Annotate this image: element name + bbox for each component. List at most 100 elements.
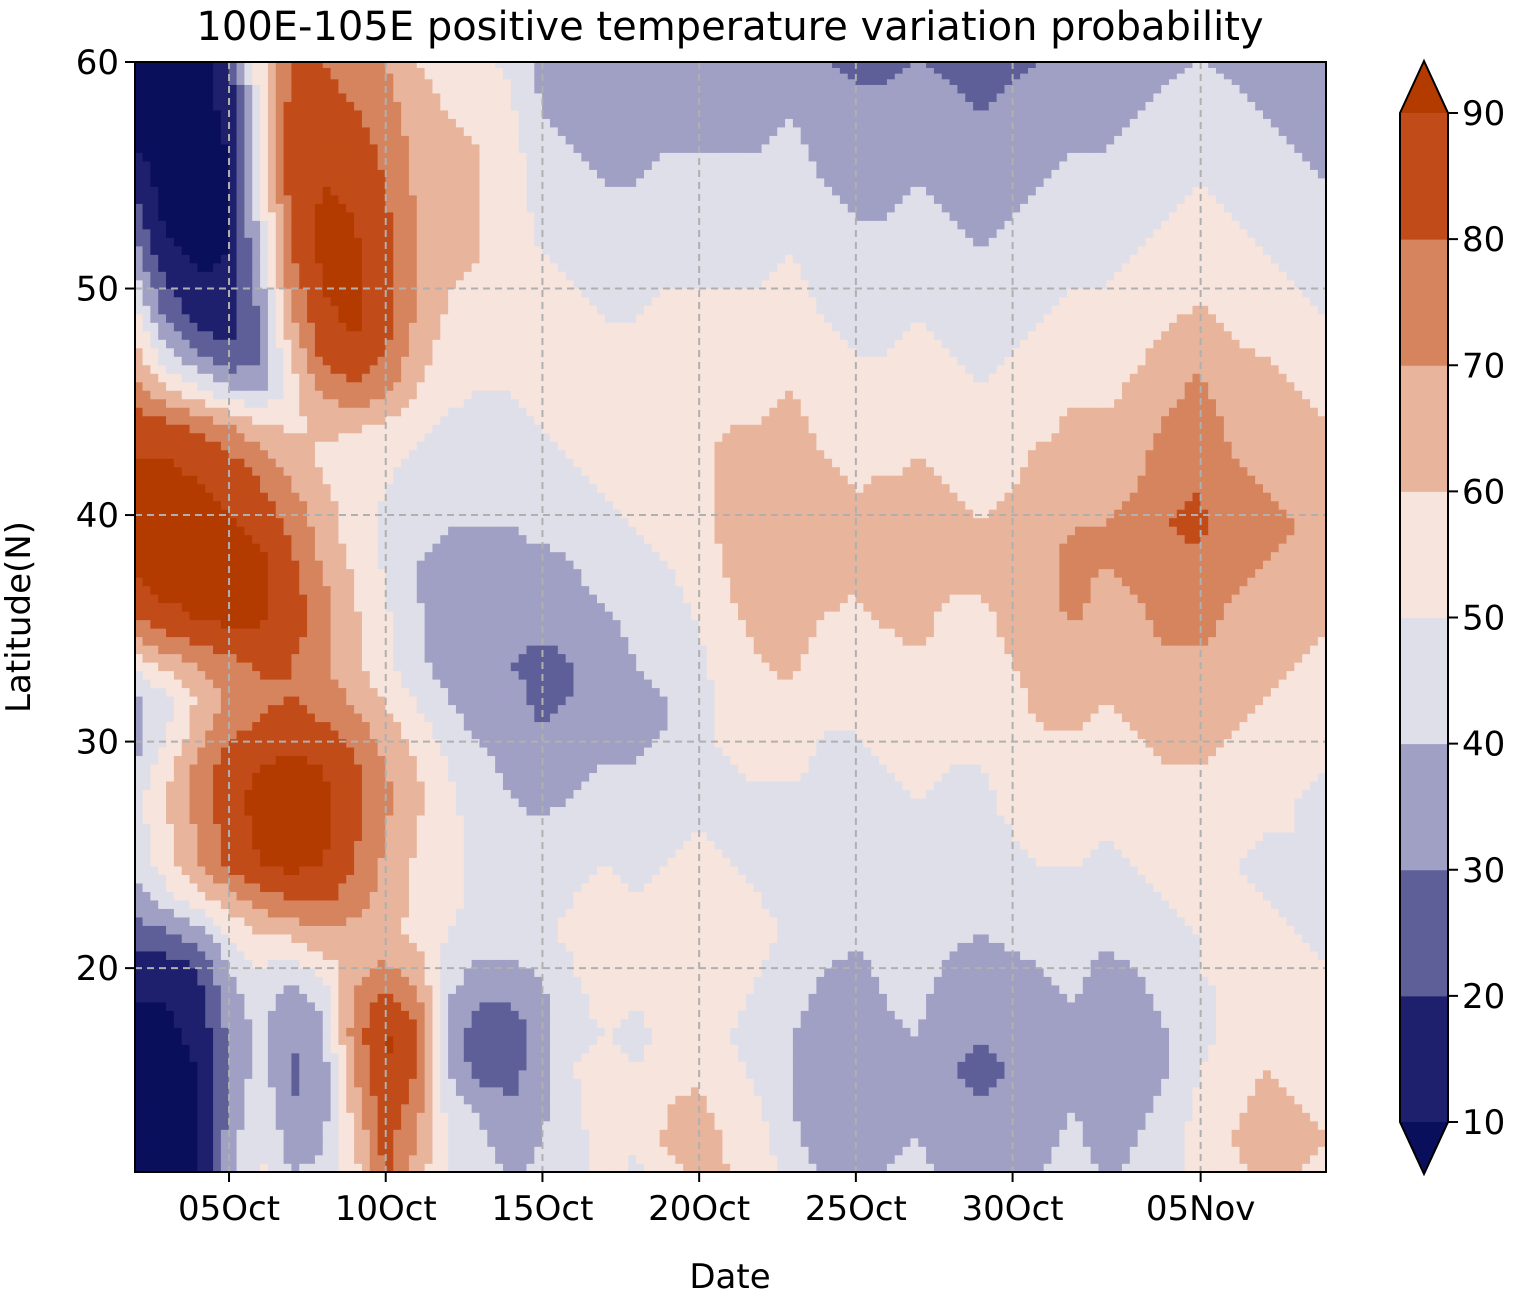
contour-cell — [809, 1095, 817, 1104]
contour-cell — [1153, 1104, 1161, 1113]
contour-cell — [1287, 1087, 1295, 1096]
contour-cell — [1122, 1061, 1130, 1070]
contour-cell — [197, 1163, 205, 1172]
contour-cell — [871, 1010, 879, 1019]
contour-cell — [526, 1121, 534, 1130]
contour-cell — [237, 900, 245, 909]
contour-cell — [573, 925, 581, 934]
contour-cell — [785, 1078, 793, 1087]
contour-cell — [1224, 1155, 1232, 1164]
contour-cell — [769, 1146, 777, 1155]
contour-cell — [1059, 1138, 1067, 1147]
contour-cell — [1075, 976, 1083, 985]
contour-cell — [448, 917, 456, 926]
contour-cell — [809, 976, 817, 985]
contour-cell — [252, 1146, 260, 1155]
contour-cell — [1302, 1087, 1310, 1096]
contour-cell — [613, 1163, 621, 1172]
contour-cell — [1036, 1002, 1044, 1011]
contour-cell — [652, 951, 660, 960]
contour-cell — [965, 985, 973, 994]
contour-cell — [284, 1163, 292, 1172]
contour-cell — [926, 934, 934, 943]
contour-cell — [1036, 976, 1044, 985]
contour-cell — [558, 934, 566, 943]
contour-cell — [715, 942, 723, 951]
contour-cell — [738, 1027, 746, 1036]
contour-cell — [636, 1095, 644, 1104]
contour-cell — [668, 1036, 676, 1045]
contour-cell — [840, 1070, 848, 1079]
contour-cell — [816, 925, 824, 934]
contour-cell — [754, 1027, 762, 1036]
contour-cell — [417, 1087, 425, 1096]
contour-cell — [1161, 1010, 1169, 1019]
contour-cell — [597, 1036, 605, 1045]
contour-cell — [346, 1070, 354, 1079]
contour-cell — [291, 908, 299, 917]
contour-cell — [456, 1138, 464, 1147]
contour-cell — [754, 1002, 762, 1011]
contour-cell — [769, 993, 777, 1002]
contour-cell — [409, 1095, 417, 1104]
contour-cell — [581, 900, 589, 909]
contour-cell — [683, 1044, 691, 1053]
contour-cell — [1122, 959, 1130, 968]
contour-cell — [158, 985, 166, 994]
contour-cell — [448, 1027, 456, 1036]
contour-cell — [323, 1078, 331, 1087]
contour-cell — [1114, 1129, 1122, 1138]
contour-cell — [166, 925, 174, 934]
contour-cell — [1255, 1061, 1263, 1070]
contour-cell — [1310, 1087, 1318, 1096]
contour-cell — [707, 976, 715, 985]
contour-cell — [338, 942, 346, 951]
contour-cell — [957, 1121, 965, 1130]
contour-cell — [166, 1070, 174, 1079]
contour-cell — [393, 1070, 401, 1079]
contour-cell — [605, 908, 613, 917]
contour-cell — [918, 1138, 926, 1147]
contour-cell — [503, 968, 511, 977]
contour-cell — [1255, 1070, 1263, 1079]
contour-cell — [683, 976, 691, 985]
contour-cell — [1224, 934, 1232, 943]
contour-cell — [1255, 942, 1263, 951]
contour-cell — [1271, 1146, 1279, 1155]
contour-cell — [715, 1078, 723, 1087]
contour-cell — [1020, 1044, 1028, 1053]
contour-cell — [472, 1121, 480, 1130]
contour-cell — [1036, 959, 1044, 968]
contour-cell — [777, 1121, 785, 1130]
contour-cell — [1161, 993, 1169, 1002]
contour-cell — [762, 1129, 770, 1138]
contour-cell — [1271, 1155, 1279, 1164]
contour-cell — [965, 1019, 973, 1028]
contour-cell — [370, 951, 378, 960]
contour-cell — [1302, 1010, 1310, 1019]
contour-cell — [331, 925, 339, 934]
contour-cell — [809, 1129, 817, 1138]
contour-cell — [785, 985, 793, 994]
contour-cell — [581, 1104, 589, 1113]
contour-cell — [370, 1053, 378, 1062]
contour-cell — [863, 951, 871, 960]
contour-cell — [432, 1155, 440, 1164]
contour-cell — [252, 1053, 260, 1062]
contour-cell — [440, 951, 448, 960]
contour-cell — [1075, 934, 1083, 943]
contour-cell — [307, 934, 315, 943]
contour-cell — [597, 1053, 605, 1062]
contour-cell — [1020, 1036, 1028, 1045]
contour-cell — [1302, 942, 1310, 951]
contour-cell — [973, 1053, 981, 1062]
contour-cell — [1271, 1010, 1279, 1019]
contour-cell — [1208, 1010, 1216, 1019]
contour-cell — [558, 1129, 566, 1138]
contour-cell — [307, 1053, 315, 1062]
contour-cell — [487, 1010, 495, 1019]
contour-cell — [652, 1061, 660, 1070]
contour-cell — [730, 1146, 738, 1155]
contour-cell — [487, 1053, 495, 1062]
contour-cell — [809, 1163, 817, 1172]
